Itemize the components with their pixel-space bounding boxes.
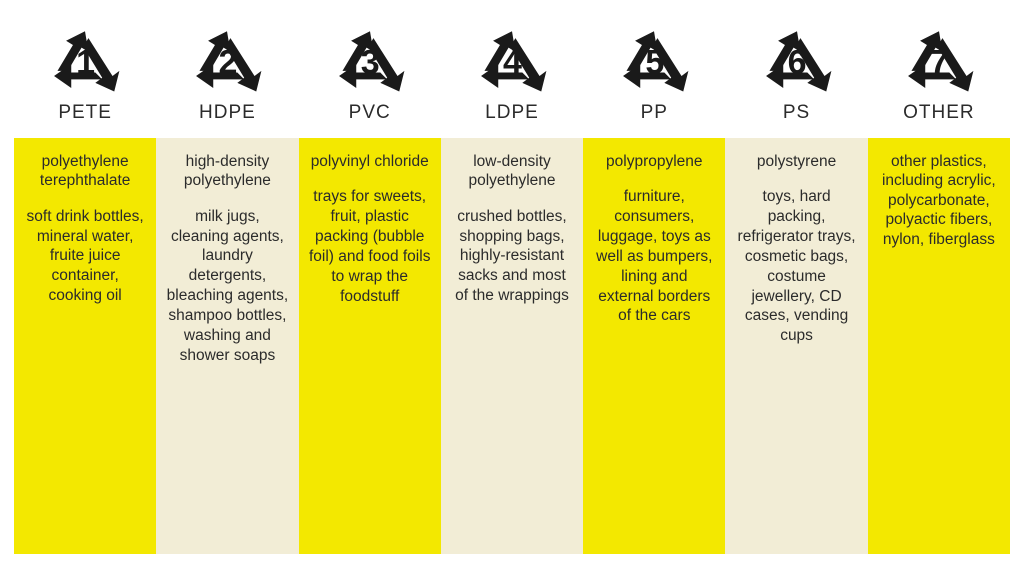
code-abbr: PS: [783, 102, 810, 124]
code-number: 3: [361, 44, 379, 83]
symbol-area: 4 LDPE: [441, 8, 583, 138]
code-body: polyvinyl chloride trays for sweets, fru…: [299, 138, 441, 554]
code-body: polyethylene terephthalate soft drink bo…: [14, 138, 156, 554]
code-abbr: PETE: [58, 102, 112, 124]
code-number: 1: [76, 44, 94, 83]
code-number: 2: [218, 44, 236, 83]
code-desc: crushed bottles, shopping bags, highly-r…: [451, 207, 573, 306]
code-column: 1 PETE polyethylene terephthalate soft d…: [14, 8, 156, 554]
recycling-codes-grid: 1 PETE polyethylene terephthalate soft d…: [14, 8, 1010, 554]
code-fullname: other plastics, including acrylic, polyc…: [878, 152, 1000, 249]
recycle-icon: 6: [754, 23, 840, 98]
recycle-icon: 2: [184, 23, 270, 98]
code-abbr: OTHER: [903, 102, 975, 124]
code-abbr: LDPE: [485, 102, 539, 124]
code-abbr: PP: [641, 102, 668, 124]
symbol-area: 7 OTHER: [868, 8, 1010, 138]
recycle-icon: 3: [327, 23, 413, 98]
code-body: polystyrene toys, hard packing, refriger…: [725, 138, 867, 554]
code-fullname: high-density polyethylene: [166, 152, 288, 191]
code-number: 7: [930, 44, 948, 83]
code-column: 7 OTHER other plastics, including acryli…: [868, 8, 1010, 554]
symbol-area: 2 HDPE: [156, 8, 298, 138]
code-fullname: polyethylene terephthalate: [24, 152, 146, 191]
code-desc: trays for sweets, fruit, plastic packing…: [309, 187, 431, 306]
code-desc: soft drink bottles, mineral water, fruit…: [24, 207, 146, 306]
symbol-area: 5 PP: [583, 8, 725, 138]
symbol-area: 6 PS: [725, 8, 867, 138]
code-body: polypropylene furniture, consumers, lugg…: [583, 138, 725, 554]
code-body: high-density polyethylene milk jugs, cle…: [156, 138, 298, 554]
code-fullname: polystyrene: [757, 152, 836, 171]
code-number: 5: [645, 44, 663, 83]
symbol-area: 3 PVC: [299, 8, 441, 138]
recycle-icon: 1: [42, 23, 128, 98]
symbol-area: 1 PETE: [14, 8, 156, 138]
code-body: other plastics, including acrylic, polyc…: [868, 138, 1010, 554]
code-column: 6 PS polystyrene toys, hard packing, ref…: [725, 8, 867, 554]
code-number: 4: [503, 44, 521, 83]
code-body: low-density polyethylene crushed bottles…: [441, 138, 583, 554]
code-desc: toys, hard packing, refrigerator trays, …: [735, 187, 857, 346]
code-column: 5 PP polypropylene furniture, consumers,…: [583, 8, 725, 554]
code-fullname: low-density polyethylene: [451, 152, 573, 191]
recycle-icon: 4: [469, 23, 555, 98]
code-abbr: PVC: [349, 102, 391, 124]
code-fullname: polypropylene: [606, 152, 703, 171]
code-column: 4 LDPE low-density polyethylene crushed …: [441, 8, 583, 554]
code-abbr: HDPE: [199, 102, 256, 124]
recycle-icon: 5: [611, 23, 697, 98]
code-desc: furniture, consumers, luggage, toys as w…: [593, 187, 715, 326]
code-column: 3 PVC polyvinyl chloride trays for sweet…: [299, 8, 441, 554]
code-desc: milk jugs, cleaning agents, laundry dete…: [166, 207, 288, 366]
code-column: 2 HDPE high-density polyethylene milk ju…: [156, 8, 298, 554]
code-fullname: polyvinyl chloride: [311, 152, 429, 171]
recycle-icon: 7: [896, 23, 982, 98]
code-number: 6: [788, 44, 806, 83]
